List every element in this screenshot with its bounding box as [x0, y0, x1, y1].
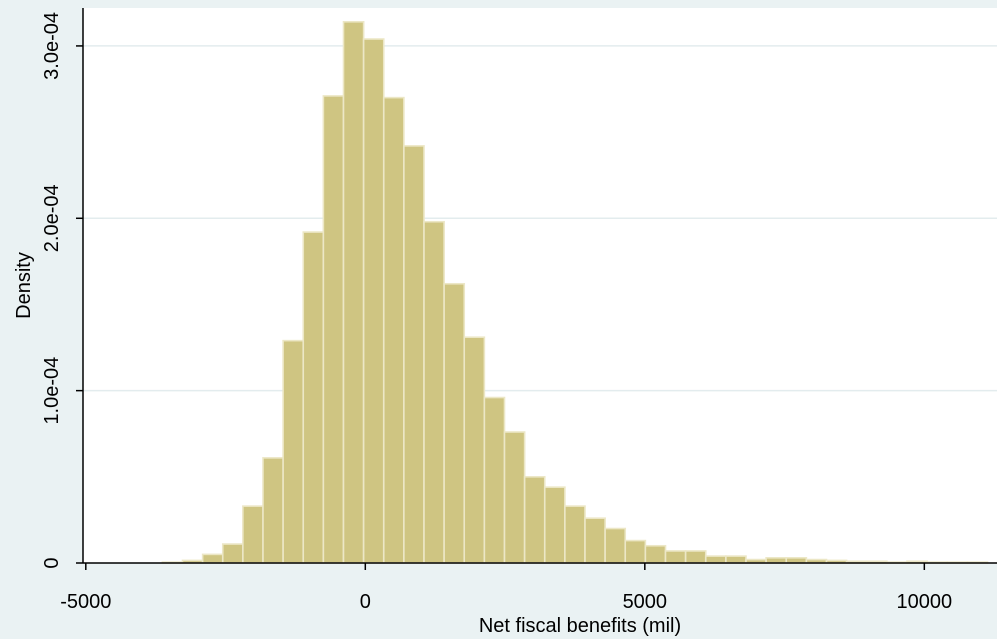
histogram-bar [262, 457, 284, 564]
histogram-bar [523, 476, 546, 564]
y-tick-label: 3.0e-04 [41, 12, 63, 80]
y-axis-title: Density [13, 252, 35, 319]
histogram-bar [543, 486, 566, 564]
histogram-bar [382, 96, 405, 564]
histogram-bar [242, 505, 264, 564]
y-tick-label: 2.0e-04 [41, 184, 63, 252]
histogram-bar [664, 550, 687, 564]
x-tick-label: 5000 [623, 591, 668, 613]
histogram-bar [322, 95, 345, 564]
histogram-bar [342, 20, 365, 564]
plot-area [83, 8, 997, 563]
x-tick-label: 10000 [897, 591, 953, 613]
y-tick-label: 1.0e-04 [41, 357, 63, 425]
histogram-bar [644, 544, 667, 564]
histogram-bar [302, 231, 325, 564]
histogram-bar [403, 145, 425, 564]
x-tick-label: 0 [360, 591, 371, 613]
histogram-bar [483, 396, 506, 564]
histogram-bar [704, 555, 727, 564]
histogram-bar [443, 282, 466, 564]
histogram-bar [604, 527, 627, 564]
histogram-bar [282, 339, 305, 564]
x-axis-title: Net fiscal benefits (mil) [479, 615, 681, 637]
histogram-bar [463, 336, 486, 564]
histogram-bar [785, 557, 808, 564]
histogram-bar [362, 38, 385, 564]
histogram-bar [503, 431, 526, 564]
histogram-bar [423, 220, 445, 564]
y-axis-ticks: 0 1.0e-04 2.0e-04 3.0e-04 [41, 12, 83, 569]
x-tick-label: -5000 [60, 591, 111, 613]
histogram-bar [564, 505, 586, 564]
histogram-bar [765, 557, 788, 564]
gridlines [83, 45, 997, 392]
histogram-bar [684, 550, 707, 564]
histogram-bar [624, 539, 647, 564]
histogram-bar [584, 517, 606, 564]
histogram-bar [725, 555, 747, 564]
y-tick-label: 0 [41, 557, 63, 568]
x-axis-ticks: -5000 0 5000 10000 [60, 563, 952, 613]
histogram-bar [221, 543, 244, 564]
histogram-bar [201, 553, 224, 564]
